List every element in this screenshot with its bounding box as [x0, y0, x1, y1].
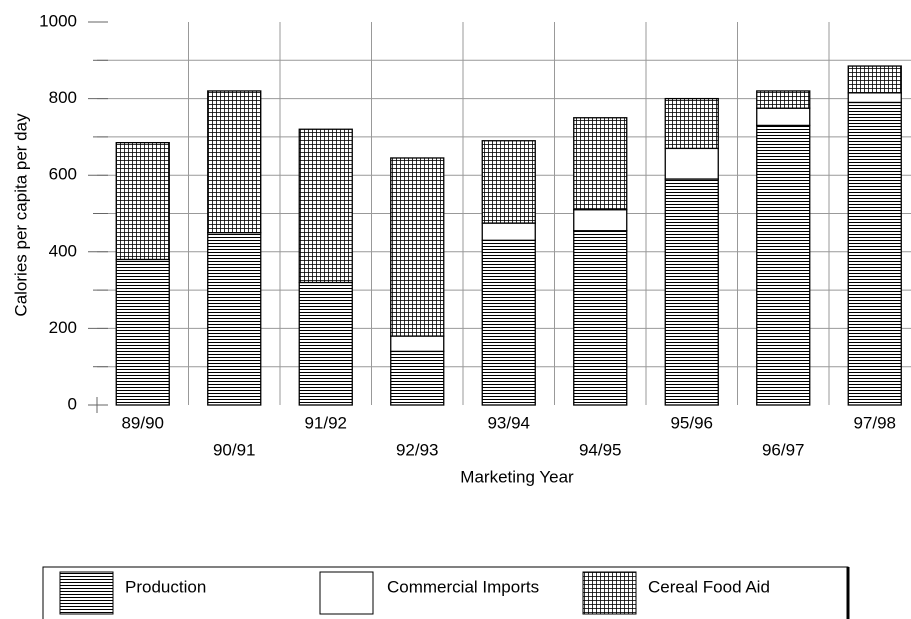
- x-tick-label: 95/96: [670, 413, 713, 432]
- bar-segment: [481, 140, 536, 224]
- legend-label: Production: [125, 577, 206, 596]
- legend-swatch: [319, 571, 374, 615]
- bar-segment: [207, 231, 262, 406]
- bar-segment: [390, 335, 445, 353]
- x-tick-label: 93/94: [487, 413, 530, 432]
- x-axis-title: Marketing Year: [460, 467, 574, 486]
- bar-segment: [207, 90, 262, 234]
- bar-segment: [756, 107, 811, 127]
- bar-segment: [390, 157, 445, 337]
- y-axis-title: Calories per capita per day: [11, 113, 30, 317]
- bar-segment: [756, 90, 811, 109]
- x-tick-label: 94/95: [579, 440, 622, 459]
- bar-segment: [481, 239, 536, 406]
- bar-segment: [573, 230, 628, 406]
- bar-segment: [756, 124, 811, 406]
- x-tick-label: 89/90: [121, 413, 164, 432]
- bar-segment: [847, 92, 902, 104]
- bar-segment: [573, 209, 628, 232]
- y-tick-label: 800: [49, 88, 77, 107]
- bar-segment: [390, 350, 445, 406]
- y-tick-label: 200: [49, 318, 77, 337]
- bar-segment: [664, 97, 719, 150]
- y-tick-label: 0: [68, 394, 77, 413]
- x-tick-label: 97/98: [853, 413, 896, 432]
- y-tick-label: 1000: [39, 11, 77, 30]
- legend-swatch: [59, 571, 114, 615]
- bar-segment: [481, 222, 536, 241]
- x-tick-label: 91/92: [304, 413, 347, 432]
- bar-segment: [664, 178, 719, 406]
- legend-swatch: [582, 571, 637, 615]
- legend-label: Cereal Food Aid: [648, 577, 770, 596]
- bar-segment: [115, 258, 170, 406]
- y-tick-label: 600: [49, 165, 77, 184]
- bar-segment: [664, 147, 719, 180]
- x-tick-label: 90/91: [213, 440, 256, 459]
- bar-segment: [115, 141, 170, 261]
- bar-segment: [847, 101, 902, 406]
- y-tick-label: 400: [49, 241, 77, 260]
- x-tick-label: 96/97: [762, 440, 805, 459]
- bar-segment: [298, 128, 353, 284]
- bar-segment: [573, 117, 628, 211]
- bar-segment: [847, 65, 902, 94]
- legend-label: Commercial Imports: [387, 577, 539, 596]
- x-tick-label: 92/93: [396, 440, 439, 459]
- bar-segment: [298, 281, 353, 406]
